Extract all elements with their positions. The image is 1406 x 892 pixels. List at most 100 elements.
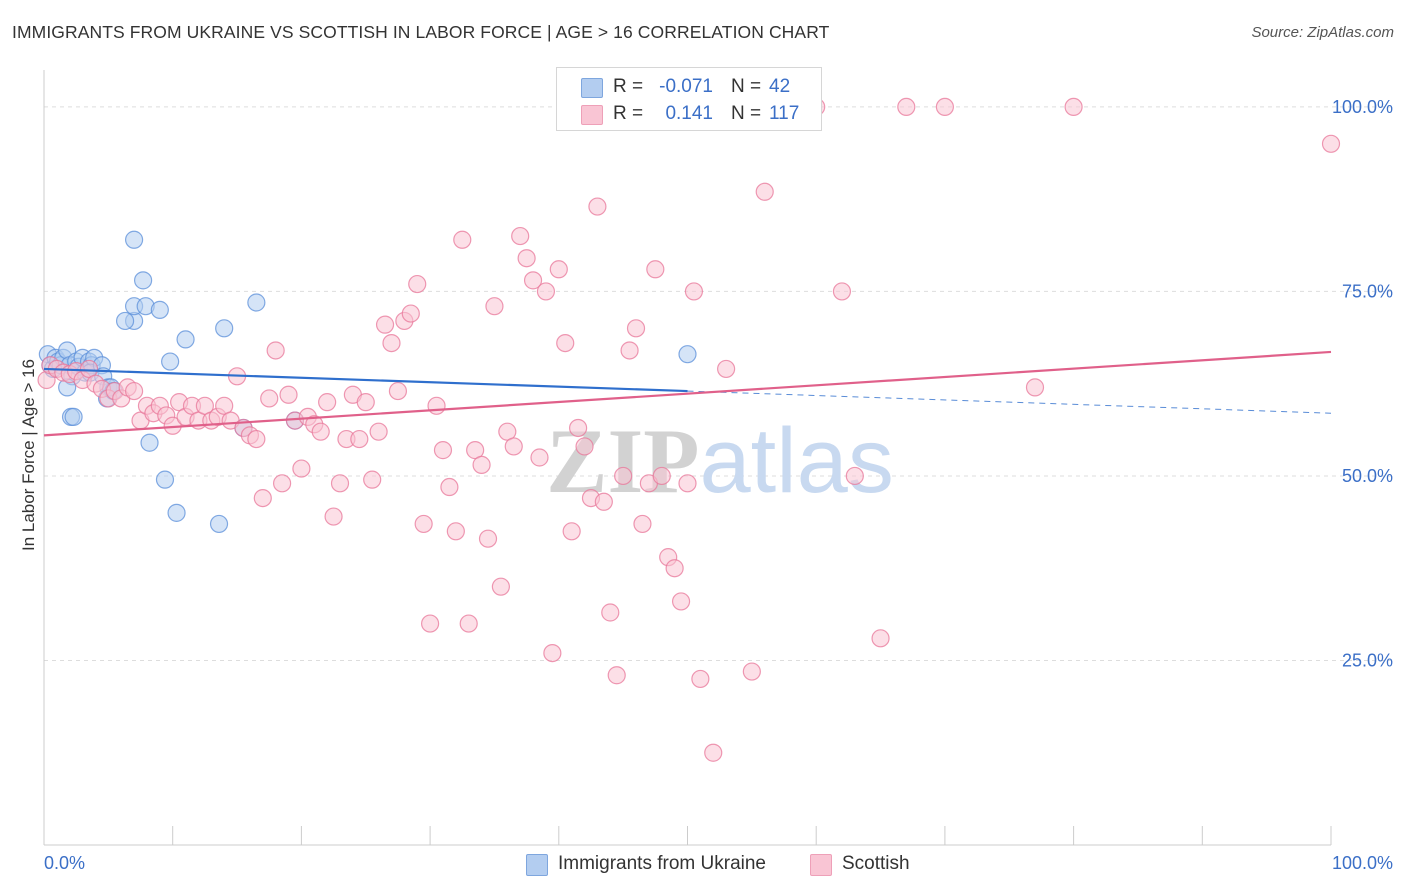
data-point [530, 448, 549, 467]
series-scottish [37, 97, 1341, 762]
data-point [330, 474, 350, 493]
data-point [433, 441, 453, 460]
data-point [401, 304, 420, 323]
data-point [646, 260, 665, 279]
data-point [161, 352, 180, 371]
data-point [485, 297, 504, 316]
data-point [247, 293, 266, 312]
n-value: 42 [769, 76, 791, 97]
n-value: 117 [769, 103, 800, 124]
data-point [607, 666, 626, 685]
legend: Immigrants from Ukraine Scottish [0, 848, 1406, 880]
data-point [124, 230, 144, 249]
data-point [388, 381, 408, 401]
data-point [272, 474, 292, 493]
data-point [704, 743, 723, 762]
trend-lines [43, 350, 1332, 437]
scottish-swatch [581, 105, 603, 125]
data-point [167, 503, 186, 522]
data-point [446, 522, 465, 541]
trend-line-ukraine [43, 367, 688, 393]
tick-labels: 25.0% 50.0% 75.0% 100.0% 0.0% 100.0% [44, 97, 1393, 873]
axes [43, 70, 1332, 846]
data-point [369, 422, 388, 441]
data-point [897, 97, 916, 117]
grid-lines [44, 106, 1394, 661]
x-tick-label: 100.0% [1332, 853, 1393, 873]
data-point [511, 226, 530, 246]
data-point [517, 249, 536, 268]
data-point [478, 529, 498, 548]
data-point [324, 507, 343, 526]
data-point [279, 385, 298, 404]
data-point [260, 389, 279, 408]
data-point [311, 422, 330, 441]
data-point [691, 669, 710, 689]
correlation-stats-box: R = -0.071 N = 42 R = 0.141 N = 117 [556, 67, 822, 131]
data-point [626, 319, 646, 338]
data-point [440, 477, 459, 497]
r-label: R = [613, 103, 644, 124]
trend-line-scottish [43, 350, 1332, 437]
data-point [421, 614, 440, 633]
y-tick-label: 50.0% [1342, 466, 1393, 486]
y-axis-label: In Labor Force | Age > 16 [19, 359, 38, 551]
data-point [363, 470, 382, 489]
data-point [832, 282, 852, 301]
data-point [453, 230, 472, 249]
data-point [652, 466, 671, 486]
y-tick-label: 100.0% [1332, 97, 1393, 117]
data-point [562, 522, 581, 541]
data-point [215, 319, 234, 338]
data-point [588, 197, 607, 216]
data-point [556, 333, 575, 353]
data-point [115, 311, 135, 331]
data-point [742, 662, 761, 681]
n-label: N = [731, 103, 762, 124]
data-points [37, 97, 1341, 762]
data-point [375, 315, 395, 334]
data-point [1025, 378, 1045, 397]
source-credit: Source: ZipAtlas.com [1251, 24, 1394, 41]
data-point [1064, 97, 1083, 117]
data-point [575, 437, 594, 456]
data-point [133, 271, 153, 290]
data-point [684, 282, 704, 301]
data-point [845, 466, 864, 486]
chart-title: IMMIGRANTS FROM UKRAINE VS SCOTTISH IN L… [12, 22, 830, 42]
data-point [491, 577, 510, 596]
data-point [414, 514, 433, 534]
data-point [671, 592, 691, 611]
data-point [427, 396, 446, 415]
trend-extension-ukraine [687, 390, 1332, 414]
data-point [247, 429, 266, 449]
data-point [678, 345, 697, 364]
legend-label: Immigrants from Ukraine [558, 853, 766, 874]
data-point [569, 418, 588, 438]
data-point [350, 429, 369, 449]
y-tick-label: 75.0% [1342, 281, 1393, 301]
data-point [266, 341, 285, 360]
legend-label: Scottish [842, 853, 910, 874]
x-tick-label: 0.0% [44, 853, 85, 873]
data-point [140, 433, 159, 452]
data-point [150, 300, 169, 319]
data-point [755, 182, 774, 201]
data-point [633, 514, 652, 534]
data-point [871, 629, 890, 648]
data-point [620, 341, 639, 360]
data-point [408, 274, 427, 294]
data-point [536, 282, 556, 301]
data-point [209, 514, 229, 534]
r-value: -0.071 [659, 76, 713, 97]
data-point [382, 333, 401, 353]
data-point [318, 393, 337, 412]
data-point [64, 407, 83, 427]
data-point [124, 381, 144, 401]
y-tick-label: 25.0% [1342, 650, 1393, 670]
r-value: 0.141 [665, 103, 713, 124]
data-point [523, 271, 543, 290]
data-point [1321, 134, 1341, 153]
ukraine-swatch [581, 78, 603, 98]
